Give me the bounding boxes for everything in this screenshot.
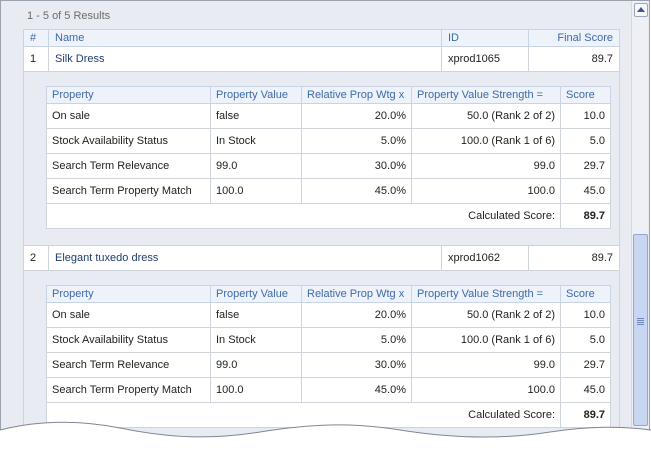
prop-header-rel-wtg: Relative Prop Wtg x [301,285,412,303]
prop-rel-wtg: 5.0% [301,327,412,353]
prop-score: 45.0 [560,178,611,204]
prop-rel-wtg: 20.0% [301,302,412,328]
calculated-score-value: 89.7 [560,402,611,428]
property-row: Search Term Property Match 100.0 45.0% 1… [46,377,611,403]
final-score: 89.7 [528,245,620,271]
prop-value: false [210,302,302,328]
product-name-link[interactable]: Silk Dress [48,46,442,72]
property-row: Stock Availability Status In Stock 5.0% … [46,128,611,154]
prop-header-value: Property Value [210,86,302,104]
prop-header-property: Property [46,86,211,104]
calculated-score-row: Calculated Score: 89.7 [46,402,611,428]
prop-strength: 100.0 (Rank 1 of 6) [411,327,561,353]
scroll-up-arrow-icon[interactable] [634,3,648,17]
column-header-num[interactable]: # [23,29,49,47]
calculated-score-value: 89.7 [560,203,611,229]
prop-rel-wtg: 30.0% [301,153,412,179]
prop-score: 10.0 [560,103,611,129]
prop-value: false [210,103,302,129]
prop-name: Stock Availability Status [46,327,211,353]
prop-score: 10.0 [560,302,611,328]
prop-strength: 50.0 (Rank 2 of 2) [411,103,561,129]
detail-row: Property Property Value Relative Prop Wt… [23,270,620,439]
prop-value: In Stock [210,128,302,154]
prop-rel-wtg: 30.0% [301,352,412,378]
detail-cell: Property Property Value Relative Prop Wt… [23,270,620,439]
prop-header-strength: Property Value Strength = [411,285,561,303]
prop-value: 99.0 [210,153,302,179]
detail-cell: Property Property Value Relative Prop Wt… [23,71,620,246]
property-row: Search Term Relevance 99.0 30.0% 99.0 29… [46,153,611,179]
prop-name: On sale [46,302,211,328]
final-score: 89.7 [528,46,620,72]
results-header-row: # Name ID Final Score [23,29,620,47]
detail-row: Property Property Value Relative Prop Wt… [23,71,620,246]
grip-icon [637,318,644,319]
prop-strength: 100.0 [411,178,561,204]
prop-score: 45.0 [560,377,611,403]
table-row[interactable]: 1 Silk Dress xprod1065 89.7 [23,46,620,72]
prop-strength: 99.0 [411,352,561,378]
prop-rel-wtg: 45.0% [301,377,412,403]
torn-edge [0,421,651,458]
column-header-id[interactable]: ID [441,29,529,47]
prop-value: 100.0 [210,178,302,204]
prop-name: Stock Availability Status [46,128,211,154]
prop-score: 5.0 [560,128,611,154]
prop-score: 5.0 [560,327,611,353]
scrollbar-thumb[interactable] [633,234,648,426]
prop-rel-wtg: 20.0% [301,103,412,129]
prop-rel-wtg: 5.0% [301,128,412,154]
prop-header-rel-wtg: Relative Prop Wtg x [301,86,412,104]
calculated-score-label: Calculated Score: [46,203,561,229]
calculated-score-row: Calculated Score: 89.7 [46,203,611,229]
results-content: 1 - 5 of 5 Results # Name ID Final Score… [7,5,627,439]
prop-name: Search Term Property Match [46,377,211,403]
column-header-final-score[interactable]: Final Score [528,29,620,47]
product-name-link[interactable]: Elegant tuxedo dress [48,245,442,271]
vertical-scrollbar[interactable] [631,1,648,439]
property-table: Property Property Value Relative Prop Wt… [46,86,611,229]
prop-score: 29.7 [560,352,611,378]
property-header-row: Property Property Value Relative Prop Wt… [46,285,611,303]
prop-value: In Stock [210,327,302,353]
results-count: 1 - 5 of 5 Results [27,10,111,22]
prop-header-score: Score [560,285,611,303]
prop-header-property: Property [46,285,211,303]
row-num: 1 [23,46,49,72]
prop-header-score: Score [560,86,611,104]
product-id: xprod1062 [441,245,529,271]
calculated-score-label: Calculated Score: [46,402,561,428]
property-header-row: Property Property Value Relative Prop Wt… [46,86,611,104]
prop-name: On sale [46,103,211,129]
prop-strength: 99.0 [411,153,561,179]
prop-strength: 100.0 [411,377,561,403]
prop-value: 99.0 [210,352,302,378]
property-row: Search Term Property Match 100.0 45.0% 1… [46,178,611,204]
property-row: On sale false 20.0% 50.0 (Rank 2 of 2) 1… [46,302,611,328]
prop-value: 100.0 [210,377,302,403]
column-header-name[interactable]: Name [48,29,442,47]
prop-header-value: Property Value [210,285,302,303]
property-table: Property Property Value Relative Prop Wt… [46,285,611,428]
results-table: # Name ID Final Score 1 Silk Dress xprod… [23,29,620,439]
property-row: Search Term Relevance 99.0 30.0% 99.0 29… [46,352,611,378]
prop-header-strength: Property Value Strength = [411,86,561,104]
property-row: Stock Availability Status In Stock 5.0% … [46,327,611,353]
prop-strength: 50.0 (Rank 2 of 2) [411,302,561,328]
table-row[interactable]: 2 Elegant tuxedo dress xprod1062 89.7 [23,245,620,271]
prop-name: Search Term Property Match [46,178,211,204]
row-num: 2 [23,245,49,271]
prop-score: 29.7 [560,153,611,179]
prop-strength: 100.0 (Rank 1 of 6) [411,128,561,154]
prop-name: Search Term Relevance [46,352,211,378]
prop-name: Search Term Relevance [46,153,211,179]
product-id: xprod1065 [441,46,529,72]
property-row: On sale false 20.0% 50.0 (Rank 2 of 2) 1… [46,103,611,129]
prop-rel-wtg: 45.0% [301,178,412,204]
results-panel: 1 - 5 of 5 Results # Name ID Final Score… [0,0,650,440]
